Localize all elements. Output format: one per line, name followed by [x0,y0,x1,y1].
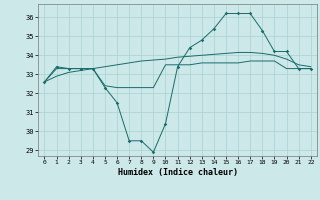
X-axis label: Humidex (Indice chaleur): Humidex (Indice chaleur) [118,168,238,177]
